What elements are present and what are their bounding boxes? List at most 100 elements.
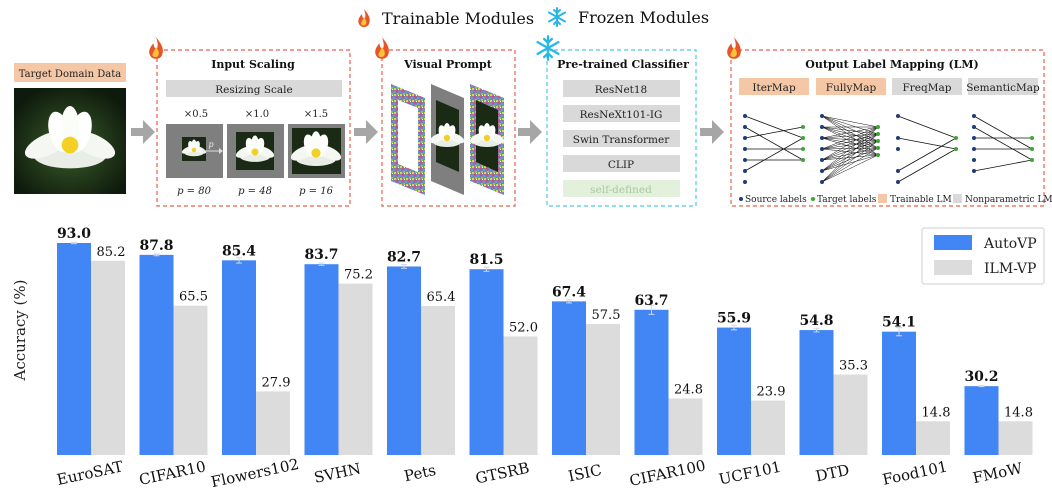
bar-autovp-isic <box>552 301 586 455</box>
lm-legend-trainable: Trainable LM <box>890 195 952 205</box>
value-label-autovp-isic: 67.4 <box>552 284 586 300</box>
bar-ilmvp-eurosat <box>91 260 125 455</box>
x-tick-svhn: SVHN <box>312 459 362 486</box>
bars <box>57 241 1033 455</box>
source-label-dot <box>896 180 900 184</box>
source-label-dot <box>820 114 824 118</box>
fire-icon <box>375 37 389 59</box>
lm-method-3: SemanticMap <box>966 82 1040 94</box>
value-label-ilmvp-cifar100: 24.8 <box>674 382 703 397</box>
target-domain: Target Domain Data <box>14 63 126 194</box>
source-label-dot <box>820 180 824 184</box>
value-label-ilmvp-food101: 14.8 <box>922 405 951 420</box>
target-label-dot <box>801 136 805 140</box>
target-label-dot <box>876 146 880 150</box>
x-tick-food101: Food101 <box>881 457 949 488</box>
scale-1: ×1.0 <box>245 109 269 120</box>
target-label-dot <box>801 158 805 162</box>
bar-ilmvp-dtd <box>833 374 868 455</box>
source-label-dot <box>972 147 976 151</box>
snowflake-icon <box>536 35 560 61</box>
value-label-autovp-gtsrb: 81.5 <box>469 252 503 268</box>
value-label-autovp-cifar10: 87.8 <box>139 238 173 254</box>
scale-0: ×0.5 <box>184 109 208 120</box>
input-scaling-title: Input Scaling <box>211 58 295 71</box>
source-label-dot <box>743 147 747 151</box>
arrow-1 <box>131 120 155 144</box>
p-value-1: p = 48 <box>238 186 272 197</box>
value-label-ilmvp-eurosat: 85.2 <box>97 245 126 260</box>
lm-method-2: FreqMap <box>903 82 952 94</box>
source-label-dot <box>820 125 824 129</box>
bar-chart: Accuracy (%) 93.0 85.2 87.8 65.5 85.4 27.9 83.… <box>11 226 1045 491</box>
bar-autovp-cifar100 <box>634 309 669 455</box>
y-axis-label: Accuracy (%) <box>11 279 29 381</box>
source-label-dot <box>972 136 976 140</box>
bar-labels: 93.0 85.2 87.8 65.5 85.4 27.9 83.7 75.2 82.7 65.4… <box>57 226 1033 420</box>
arrow-4 <box>700 120 724 144</box>
x-tick-ucf101: UCF101 <box>717 458 783 489</box>
target-label-dot <box>954 136 958 140</box>
resize-label: Resizing Scale <box>215 84 292 96</box>
lm-legend-source: Source labels <box>745 195 807 205</box>
source-label-dot <box>972 169 976 173</box>
fire-icon <box>727 37 741 59</box>
bar-ilmvp-isic <box>586 323 620 455</box>
lm-legend-target: Target labels <box>817 195 877 205</box>
bar-ilmvp-gtsrb <box>503 336 538 455</box>
x-tick-cifar10: CIFAR10 <box>137 457 207 489</box>
x-tick-fmow: FMoW <box>971 459 1024 487</box>
model-3: CLIP <box>608 159 634 171</box>
model-0: ResNet18 <box>595 84 648 96</box>
legend-frozen-text: Frozen Modules <box>578 8 709 27</box>
value-label-autovp-eurosat: 93.0 <box>57 226 91 242</box>
source-label-dot <box>743 180 747 184</box>
arrow-2 <box>354 120 378 144</box>
x-tick-dtd: DTD <box>814 461 851 486</box>
bar-ilmvp-fmow <box>998 421 1033 455</box>
target-label-dot <box>1030 158 1034 162</box>
p-value-2: p = 16 <box>299 186 334 197</box>
source-label-dot <box>743 169 747 173</box>
chart-legend: AutoVP ILM-VP <box>921 227 1045 285</box>
bar-ilmvp-svhn <box>338 283 373 455</box>
value-label-autovp-svhn: 83.7 <box>304 247 338 263</box>
target-label-dot <box>954 147 958 151</box>
classifier-title: Pre-trained Classifier <box>557 58 689 71</box>
value-label-ilmvp-dtd: 35.3 <box>839 359 868 374</box>
lm-legend-nonparam: Nonparametric LM <box>965 195 1052 205</box>
lm-title: Output Label Mapping (LM) <box>805 58 979 71</box>
bar-autovp-ucf101 <box>717 327 751 455</box>
value-label-ilmvp-flowers102: 27.9 <box>262 375 291 390</box>
scale-2: ×1.5 <box>304 109 328 120</box>
arrow-p-label: p <box>208 140 213 149</box>
fire-icon <box>358 9 370 27</box>
source-label-dot <box>820 147 824 151</box>
bar-ilmvp-food101 <box>916 421 950 455</box>
bar-autovp-cifar10 <box>139 254 174 455</box>
target-label-dot <box>876 132 880 136</box>
x-tick-isic: ISIC <box>567 461 604 486</box>
classifier-panel: Pre-trained Classifier ResNet18 ResNeXt1… <box>536 35 697 207</box>
bar-autovp-food101 <box>882 331 916 455</box>
bar-ilmvp-ucf101 <box>751 400 785 455</box>
model-4: self-defined <box>590 184 652 196</box>
value-label-ilmvp-fmow: 14.8 <box>1004 405 1033 420</box>
value-label-autovp-ucf101: 55.9 <box>717 311 751 327</box>
target-label-dot <box>876 125 880 129</box>
source-label-dot <box>820 169 824 173</box>
value-label-ilmvp-svhn: 75.2 <box>344 268 373 283</box>
bar-autovp-pets <box>387 266 421 455</box>
source-label-dot <box>972 114 976 118</box>
source-label-dot <box>896 169 900 173</box>
value-label-autovp-dtd: 54.8 <box>799 313 833 329</box>
legend-ilmvp: ILM-VP <box>984 261 1036 277</box>
value-label-ilmvp-gtsrb: 52.0 <box>509 320 538 335</box>
x-tick-cifar100: CIFAR100 <box>628 456 707 490</box>
x-tick-flowers102: Flowers102 <box>209 455 300 491</box>
x-tick-gtsrb: GTSRB <box>474 459 531 488</box>
bar-autovp-svhn <box>304 264 339 455</box>
visual-prompt-title: Visual Prompt <box>403 58 493 71</box>
target-label-dot <box>1030 147 1034 151</box>
